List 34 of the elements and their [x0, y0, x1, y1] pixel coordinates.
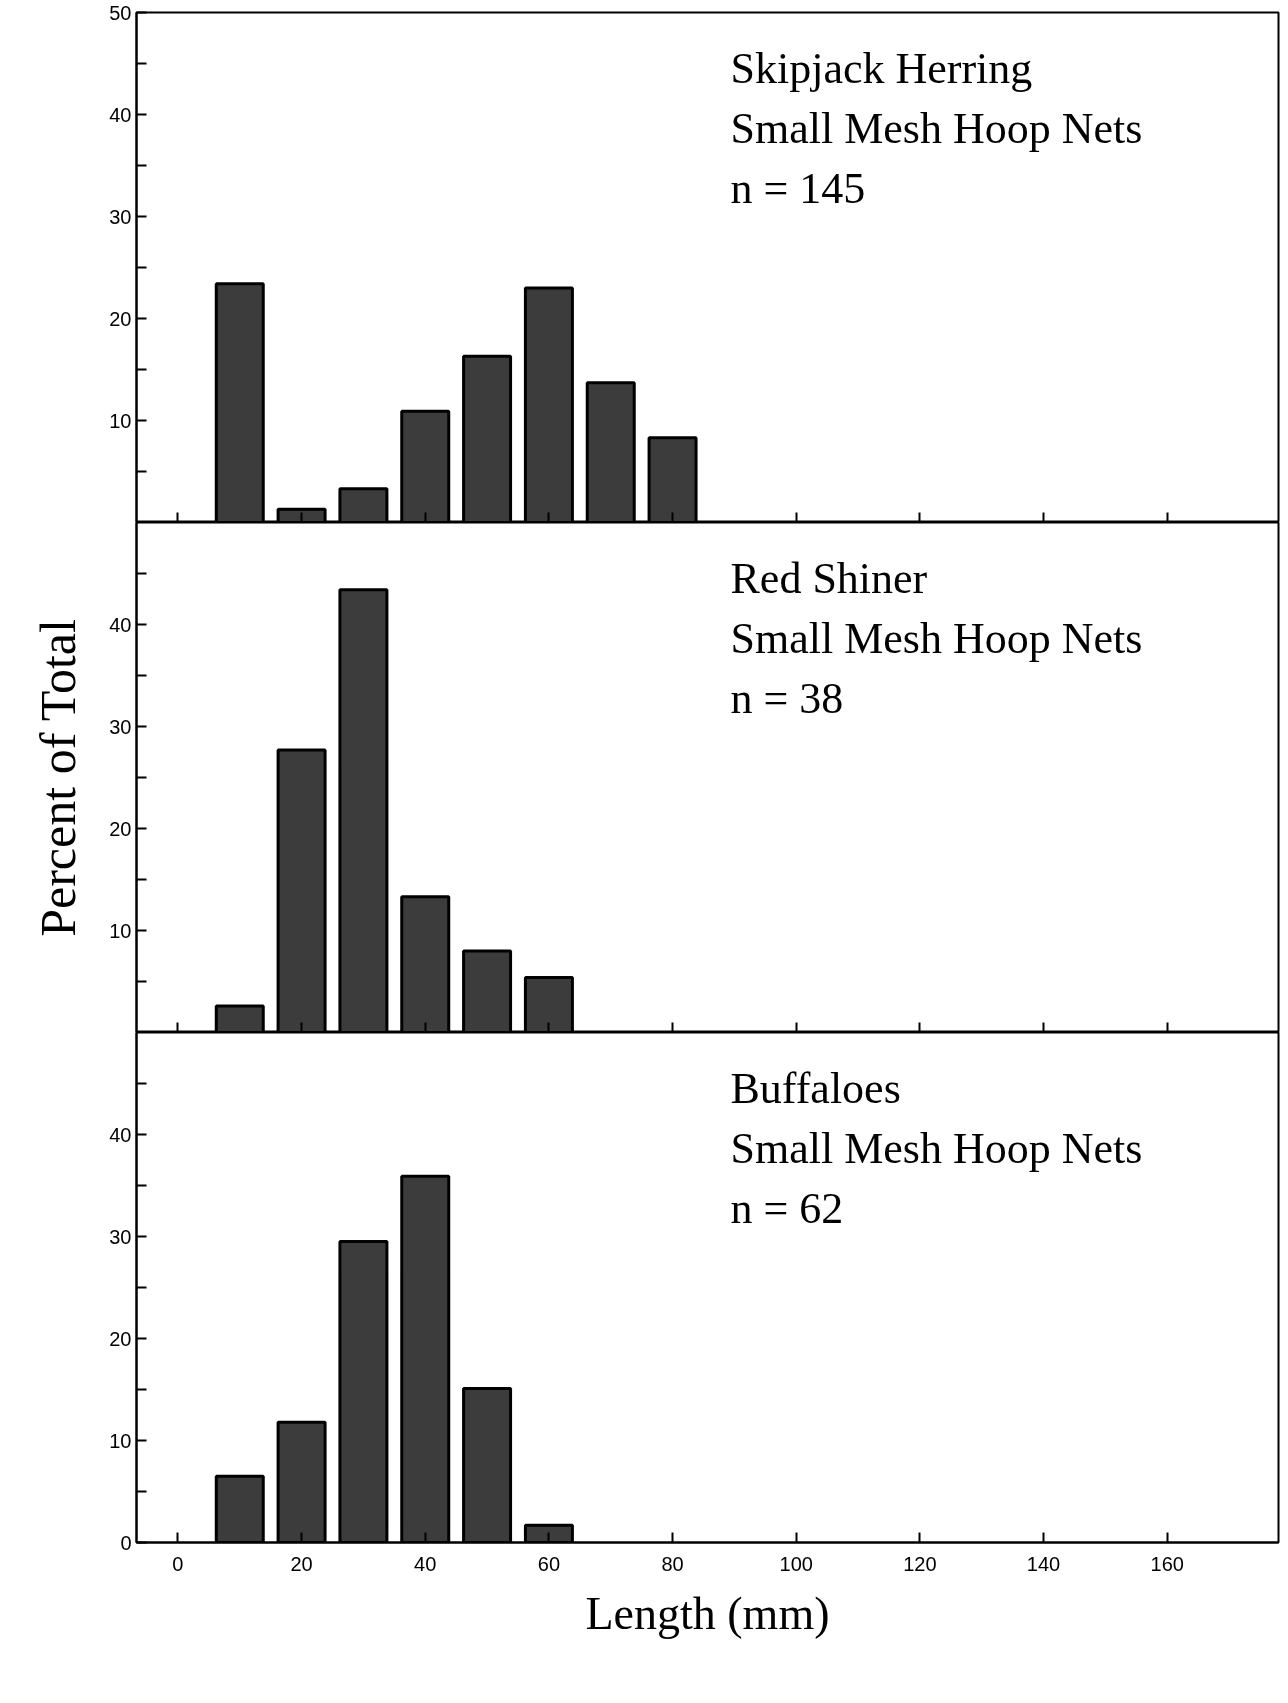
x-tick-label: 100 — [779, 1552, 813, 1575]
x-tick-label: 140 — [1026, 1552, 1061, 1575]
y-tick-label: 10 — [109, 919, 132, 942]
y-axis-title: Percent of Total — [30, 619, 87, 937]
annotation: Small Mesh Hoop Nets — [730, 103, 1143, 153]
x-axis-title: Length (mm) — [585, 1587, 830, 1639]
annotation: n = 145 — [730, 163, 866, 213]
x-tick-label: 60 — [537, 1552, 561, 1575]
x-tick-label: 160 — [1150, 1552, 1184, 1575]
annotation: Skipjack Herring — [730, 43, 1033, 93]
y-tick-label: 40 — [109, 613, 132, 636]
annotation: Small Mesh Hoop Nets — [730, 1123, 1143, 1173]
annotation: n = 38 — [730, 673, 844, 723]
y-tick-label: 20 — [109, 1327, 132, 1350]
y-tick-label: 40 — [109, 103, 132, 126]
x-tick-label: 40 — [414, 1552, 437, 1575]
y-tick-label: 30 — [109, 205, 132, 228]
y-tick-label: 50 — [109, 1, 132, 24]
annotation: n = 62 — [730, 1183, 844, 1233]
annotation: Red Shiner — [730, 553, 928, 603]
y-tick-label: 30 — [109, 1225, 132, 1248]
x-tick-label: 20 — [290, 1552, 313, 1575]
y-tick-label: 0 — [120, 1531, 132, 1554]
x-tick-label: 80 — [661, 1552, 684, 1575]
y-tick-label: 20 — [109, 817, 132, 840]
y-tick-label: 10 — [109, 1429, 132, 1452]
x-tick-label: 120 — [903, 1552, 937, 1575]
y-tick-label: 20 — [109, 307, 132, 330]
y-tick-label: 30 — [109, 715, 132, 738]
y-tick-label: 10 — [109, 409, 132, 432]
annotation: Small Mesh Hoop Nets — [730, 613, 1143, 663]
x-tick-label: 0 — [172, 1552, 184, 1575]
y-tick-label: 40 — [109, 1123, 132, 1146]
annotation: Buffaloes — [730, 1063, 901, 1113]
